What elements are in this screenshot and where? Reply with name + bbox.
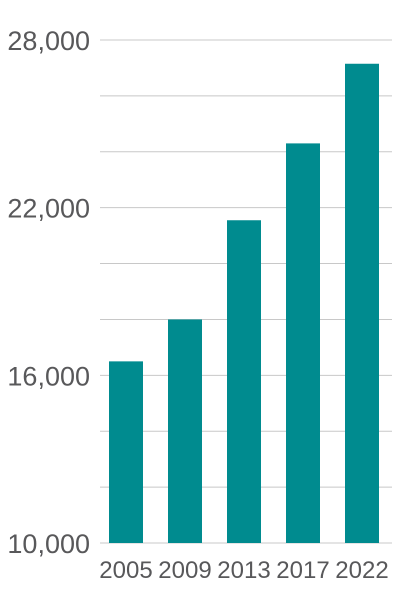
y-tick-label-16,000: 16,000 <box>7 361 90 391</box>
x-tick-label-2013: 2013 <box>217 557 270 584</box>
x-tick-label-2005: 2005 <box>99 557 152 584</box>
x-axis-tick-labels: 2005 2009 2013 2017 2022 <box>99 557 388 584</box>
x-tick-label-2009: 2009 <box>158 557 211 584</box>
bar-2005 <box>109 361 143 543</box>
y-tick-label-10,000: 10,000 <box>7 529 90 559</box>
bar-2017 <box>286 143 320 543</box>
y-axis-tick-labels: 10,000 16,000 22,000 28,000 <box>7 26 90 559</box>
y-tick-label-22,000: 22,000 <box>7 194 90 224</box>
bar-2009 <box>168 319 202 543</box>
bars <box>109 63 379 543</box>
x-tick-label-2022: 2022 <box>335 557 388 584</box>
y-tick-label-28,000: 28,000 <box>7 26 90 56</box>
bar-2022 <box>345 63 379 543</box>
x-tick-label-2017: 2017 <box>276 557 329 584</box>
bar-2013 <box>227 220 261 543</box>
